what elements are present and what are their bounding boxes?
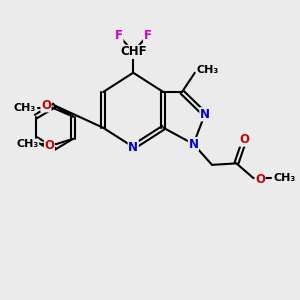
Text: CHF: CHF [120, 45, 146, 58]
Text: CH₃: CH₃ [14, 103, 36, 112]
Text: CH₃: CH₃ [274, 173, 296, 183]
Text: CH₃: CH₃ [16, 139, 39, 149]
Text: O: O [255, 173, 265, 186]
Text: N: N [200, 108, 210, 121]
Text: F: F [144, 29, 152, 42]
Text: O: O [41, 99, 51, 112]
Text: O: O [44, 140, 54, 152]
Text: N: N [188, 138, 198, 151]
Text: F: F [115, 29, 123, 42]
Text: CH₃: CH₃ [196, 65, 218, 75]
Text: O: O [239, 133, 249, 146]
Text: N: N [128, 140, 138, 154]
